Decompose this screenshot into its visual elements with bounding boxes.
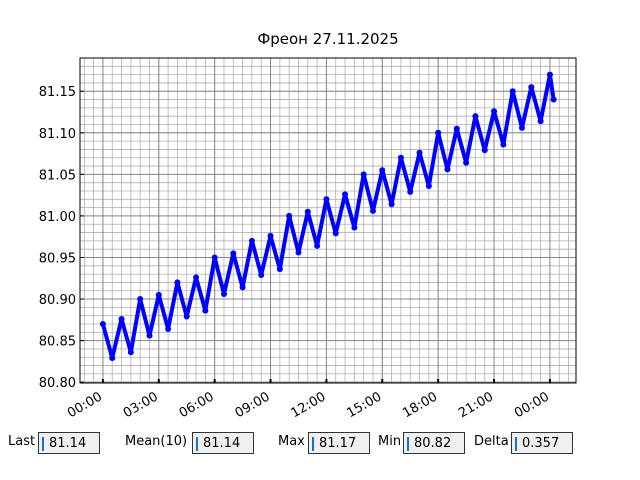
point (295, 249, 302, 256)
point (323, 196, 330, 203)
x-tick-label: 06:00 (177, 389, 217, 421)
x-tick-label: 15:00 (344, 389, 384, 421)
point (546, 71, 553, 78)
point (127, 349, 134, 356)
point (369, 207, 376, 214)
point (202, 307, 209, 314)
point (509, 88, 516, 95)
point (239, 284, 246, 291)
point (314, 242, 321, 249)
stat-field[interactable]: 81.14 (38, 432, 100, 454)
point (211, 254, 218, 261)
stat-label: Delta (474, 434, 509, 449)
point (183, 313, 190, 320)
point (248, 237, 255, 244)
y-tick-label: 81.15 (39, 85, 76, 100)
y-tick-label: 80.95 (39, 251, 76, 266)
point (109, 355, 116, 362)
x-tick-label: 12:00 (288, 389, 328, 421)
point (332, 230, 339, 237)
point (118, 315, 125, 322)
point (276, 266, 283, 273)
point (99, 320, 106, 327)
point (360, 171, 367, 178)
x-tick-label: 00:00 (512, 389, 552, 421)
point (388, 201, 395, 208)
y-tick-label: 81.05 (39, 168, 76, 183)
stat-label: Mean(10) (125, 434, 188, 449)
point (528, 84, 535, 91)
stat-field[interactable]: 81.17 (308, 432, 370, 454)
point (267, 232, 274, 239)
point (481, 147, 488, 154)
point (193, 274, 200, 281)
point (453, 125, 460, 132)
point (550, 96, 557, 103)
x-tick-label: 21:00 (456, 389, 496, 421)
point (537, 118, 544, 125)
point (304, 208, 311, 215)
point (444, 166, 451, 173)
point (155, 291, 162, 298)
point (472, 113, 479, 120)
point (174, 279, 181, 286)
y-tick-label: 80.90 (39, 293, 76, 308)
point (463, 159, 470, 166)
point (407, 188, 414, 195)
point (379, 167, 386, 174)
plot-frame (79, 57, 577, 384)
point (165, 325, 172, 332)
point (397, 154, 404, 161)
x-tick-label: 18:00 (400, 389, 440, 421)
stat-field[interactable]: 0.357 (511, 432, 573, 454)
y-tick-label: 80.85 (39, 335, 76, 350)
y-tick-label: 80.80 (39, 376, 76, 391)
series-line (100, 72, 556, 361)
point (435, 129, 442, 136)
point (342, 191, 349, 198)
point (258, 271, 265, 278)
stat-label: Min (378, 434, 402, 449)
stat-field[interactable]: 80.82 (403, 432, 465, 454)
x-tick-label: 03:00 (121, 389, 161, 421)
stat-field[interactable]: 81.14 (192, 432, 254, 454)
y-tick-label: 81.00 (39, 210, 76, 225)
point (425, 183, 432, 190)
point (286, 212, 293, 219)
x-tick-label: 00:00 (65, 389, 105, 421)
point (518, 124, 525, 131)
point (146, 332, 153, 339)
point (351, 224, 358, 231)
x-tick-label: 09:00 (233, 389, 273, 421)
point (230, 250, 237, 257)
point (500, 141, 507, 148)
chart-title: Фреон 27.11.2025 (257, 30, 398, 48)
stat-label: Last (8, 434, 36, 449)
point (137, 296, 144, 303)
chart: Фреон 27.11.2025 80.80 80.85 80.90 80.95 81.… (39, 30, 577, 421)
stat-label: Max (278, 434, 305, 449)
y-tick-label: 81.10 (39, 127, 76, 142)
point (491, 108, 498, 115)
point (220, 291, 227, 298)
point (416, 149, 423, 156)
